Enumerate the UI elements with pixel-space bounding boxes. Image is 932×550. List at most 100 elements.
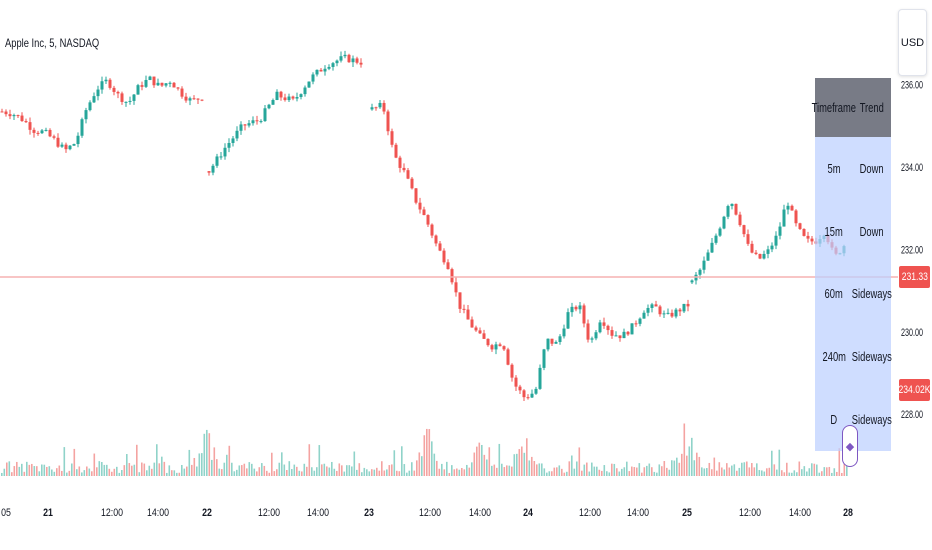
volume-bar [648,463,651,476]
candle [295,92,299,102]
currency-button[interactable]: USD [898,9,927,76]
volume-bar [751,463,753,476]
volume-bar [163,461,166,476]
candle [331,62,335,71]
timeframe-cell: 240m [822,349,846,365]
volume-bar [398,471,401,476]
volume-bar [646,465,648,476]
candle [247,119,251,128]
candle [323,65,327,76]
volume-bar [403,464,406,476]
volume-bar [373,469,376,476]
x-tick-label: 14:00 [789,507,811,519]
candle [48,128,52,138]
candle [275,89,279,101]
candle [666,308,670,315]
volume-bar [361,472,363,476]
volume-bar [188,449,191,476]
candle [315,69,319,77]
volume-bar [568,461,571,476]
volume-bar [113,468,116,476]
candle [578,302,582,314]
candle [192,95,196,100]
volume-bar [683,423,686,476]
trend-table-body: 5m Down 15m Down 60m Sideways 240m Sidew… [815,137,893,451]
candle [746,229,750,246]
candle [104,76,108,84]
candle [550,338,554,346]
symbol-title[interactable]: Apple Inc, 5, NASDAQ [5,36,100,50]
candle [406,168,410,180]
volume-bar [148,465,151,476]
volume-bar [348,465,351,476]
timeframe-cell: 5m [827,160,841,176]
candle [168,81,172,88]
volume-bar [1,472,3,476]
volume-bar [756,463,758,476]
trend-cell: Sideways [851,349,893,365]
candle [426,214,430,227]
volume-bar [423,435,426,476]
volume-bar [821,471,823,476]
x-tick-label: 12:00 [579,507,601,519]
volume-bar [198,453,201,476]
volume-bar [543,468,546,476]
volume-bar [548,471,551,476]
candle [750,240,754,254]
volume-bar [71,463,73,476]
volume-bar [578,447,581,476]
volume-bar [393,450,396,476]
y-axis[interactable]: 236.00 234.00 232.00 230.00 228.00 [901,80,923,421]
volume-bar [103,464,106,476]
candle [327,64,331,71]
candle [92,92,96,104]
volume-bar [283,464,286,476]
volume-bar [613,463,616,476]
volume-bar [806,471,808,476]
volume-bar [213,447,216,476]
candle [100,76,104,94]
volume-bar [768,467,771,476]
volume-bar [451,465,453,476]
y-tick-label: 232.00 [901,244,923,256]
volume-bar [98,461,101,476]
volume-bar [381,461,383,476]
candle [538,364,542,390]
volume-bar [506,465,508,476]
trend-cell: Sideways [851,286,893,302]
volume-bar [323,463,326,476]
candle [642,310,646,319]
candle [738,211,742,227]
volume-bar [206,429,208,476]
volume-bar [231,462,233,476]
x-tick-label: 23 [364,507,374,519]
volume-bar [636,467,638,476]
candle [690,279,694,285]
volume-bar [706,468,708,476]
volume-bar [521,446,523,476]
candle [299,93,303,100]
volume-bar [183,468,186,476]
candle [450,267,454,285]
candle [530,389,534,399]
volume-bar [356,469,358,476]
x-axis[interactable]: 05 21 12:00 14:00 22 12:00 14:00 23 12:00 14:00 24… [1,507,853,519]
candle [339,51,343,63]
candle [56,133,60,148]
volume-bar [406,472,408,476]
candle [626,330,630,336]
volume-bar [431,441,433,476]
candle [32,127,36,138]
volume-bar [351,466,353,476]
volume-bar [743,462,746,476]
candle [810,235,814,245]
volume-bar [13,466,16,476]
volume-bar [736,470,738,476]
candle [414,188,418,205]
candle [570,302,574,317]
volume-bar [171,470,173,476]
volume-bar [38,471,41,476]
candle [646,304,650,317]
diamond-icon[interactable]: ◆ [842,425,858,467]
